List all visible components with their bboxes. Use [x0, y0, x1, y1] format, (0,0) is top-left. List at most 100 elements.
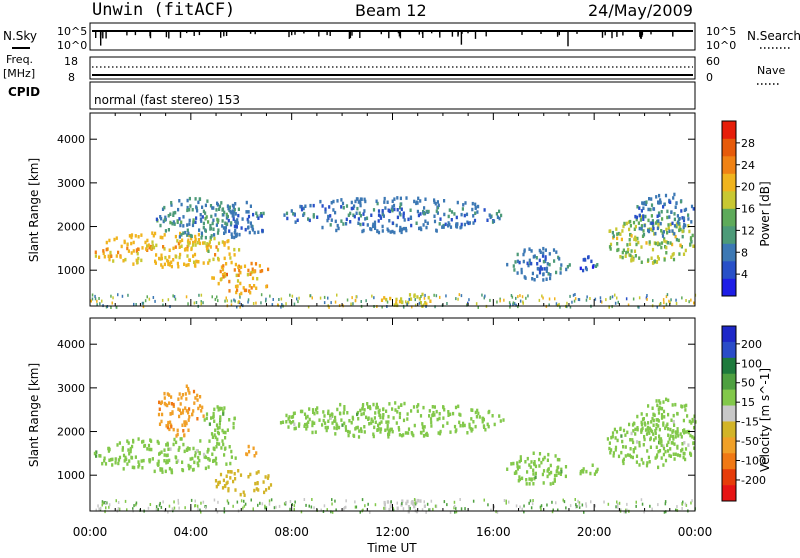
data-cell-region-5 [422, 405, 425, 410]
ground-scatter-cell [664, 502, 667, 506]
ground-scatter-cell [573, 299, 576, 303]
data-cell-region-10 [659, 437, 663, 441]
data-cell-region-3 [221, 219, 224, 223]
data-cell-region-6 [549, 273, 552, 277]
data-cell-region-1 [218, 204, 222, 209]
data-cell-region-4 [377, 209, 381, 213]
data-cell-region-9 [651, 219, 654, 223]
ground-scatter-cell [594, 297, 597, 301]
data-cell-region-7 [553, 477, 556, 482]
data-cell-region-4 [359, 222, 362, 227]
ground-scatter-cell [651, 507, 653, 511]
data-cell-region-4 [391, 221, 394, 225]
data-cell-region-8 [651, 247, 655, 252]
ground-scatter-cell [354, 500, 356, 504]
data-cell-region-10 [636, 427, 639, 432]
data-cell-region-0 [187, 238, 190, 242]
data-cell-region-4 [326, 218, 329, 223]
data-cell-region-4 [294, 220, 297, 224]
data-cell-region-0 [132, 240, 135, 245]
data-cell-region-8 [660, 229, 663, 233]
data-cell-region-0 [165, 461, 168, 465]
ground-scatter-cell [311, 498, 313, 501]
data-cell-region-9 [654, 429, 657, 433]
data-cell-region-8 [616, 236, 619, 241]
data-cell-region-1 [196, 417, 199, 421]
data-cell-region-2 [249, 291, 252, 295]
data-cell-region-5 [410, 431, 413, 435]
ground-scatter-cell [168, 504, 171, 508]
data-cell-region-7 [549, 463, 552, 468]
data-cell-region-5 [335, 422, 338, 426]
ground-scatter-cell [115, 305, 118, 309]
data-cell-region-0 [189, 465, 192, 469]
data-cell-region-5 [420, 431, 423, 435]
data-cell-region-4 [435, 209, 438, 213]
data-cell-region-5 [396, 410, 399, 414]
data-cell-region-9 [680, 435, 683, 439]
ground-scatter-cell [135, 303, 137, 306]
data-cell-region-5 [486, 422, 489, 427]
data-cell-region-1 [227, 218, 230, 223]
ground-scatter-cell [217, 299, 219, 303]
data-cell-region-3 [234, 202, 237, 206]
data-cell-region-1 [163, 396, 166, 400]
data-cell-region-10 [653, 413, 656, 417]
x-tick-label: 20:00 [577, 525, 612, 539]
ground-scatter-cell [305, 503, 307, 507]
data-cell-region-2 [222, 264, 225, 268]
data-cell-region-4 [419, 226, 422, 230]
data-cell-region-8 [628, 227, 631, 232]
data-cell-region-1 [191, 208, 194, 212]
data-cell-region-7 [538, 464, 541, 468]
data-cell-region-1 [177, 407, 180, 411]
data-cell-region-2 [249, 272, 252, 276]
data-cell-region-1 [226, 204, 229, 208]
data-cell-region-5 [297, 424, 301, 428]
colorbar-segment [722, 121, 736, 139]
data-cell-region-0 [212, 257, 215, 262]
ground-scatter-cell [260, 301, 262, 305]
data-cell-region-0 [188, 233, 191, 238]
data-cell-region-5 [423, 425, 426, 429]
data-cell-region-4 [424, 219, 427, 223]
data-cell-region-5 [412, 405, 416, 409]
data-cell-region-0 [111, 457, 114, 462]
data-cell-region-4 [363, 197, 366, 202]
data-cell-region-1 [179, 223, 182, 228]
data-cell-region-5 [474, 424, 477, 429]
ground-scatter-cell [103, 501, 105, 505]
ground-scatter-cell [455, 297, 457, 301]
data-cell-region-4 [302, 206, 305, 211]
data-cell-region-5 [395, 297, 398, 302]
data-cell-region-5 [402, 433, 405, 437]
ground-scatter-cell [346, 298, 349, 302]
ground-scatter-cell [135, 503, 137, 507]
data-cell-region-3 [240, 226, 243, 230]
ground-scatter-cell [416, 501, 418, 505]
data-cell-region-1 [182, 224, 185, 228]
data-cell-region-5 [318, 418, 321, 422]
data-cell-region-4 [415, 221, 418, 225]
data-cell-region-0 [126, 242, 129, 247]
data-cell-region-8 [638, 256, 641, 260]
data-cell-region-4 [460, 222, 463, 227]
data-cell-region-4 [286, 216, 289, 221]
data-cell-region-5 [487, 410, 490, 415]
data-cell-region-4 [252, 446, 255, 450]
ground-scatter-cell [217, 500, 219, 504]
data-cell-region-3 [236, 218, 239, 222]
data-cell-region-4 [402, 215, 405, 219]
ground-scatter-cell [275, 505, 277, 509]
data-cell-region-0 [203, 455, 206, 459]
data-cell-region-4 [353, 214, 356, 219]
ground-scatter-cell [172, 294, 174, 298]
data-cell-region-8 [629, 224, 632, 228]
ground-scatter-cell [617, 505, 619, 509]
data-cell-region-0 [164, 255, 167, 260]
data-cell-region-0 [211, 452, 214, 456]
data-cell-region-9 [622, 445, 625, 449]
data-cell-region-0 [130, 233, 134, 237]
ground-scatter-cell [199, 508, 201, 512]
data-cell-region-9 [680, 449, 683, 453]
